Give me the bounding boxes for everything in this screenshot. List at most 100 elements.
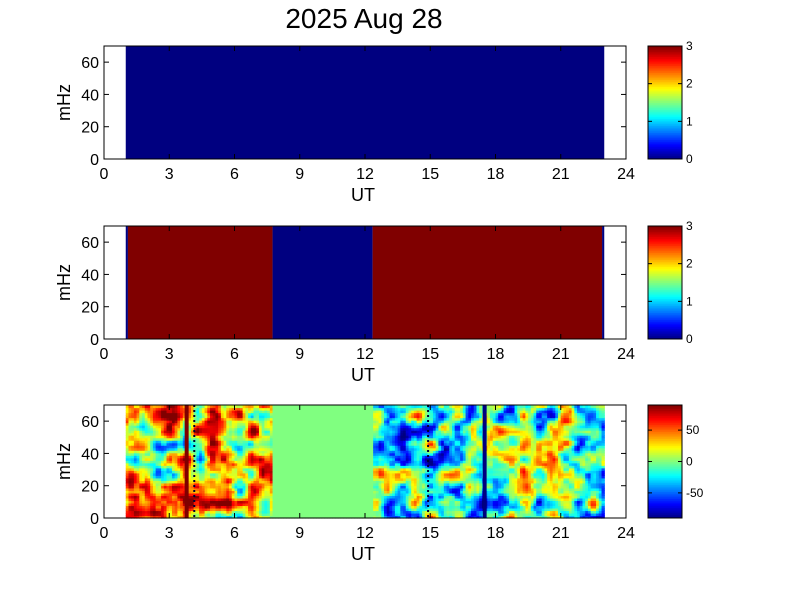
- heatmap-cell: [340, 452, 344, 456]
- heatmap-cell: [142, 462, 146, 466]
- heatmap-cell: [378, 515, 382, 519]
- heatmap-cell: [288, 410, 293, 414]
- heatmap-cell: [256, 457, 260, 461]
- heatmap-cell: [152, 500, 157, 504]
- heatmap-cell: [231, 457, 236, 461]
- heatmap-cell: [207, 507, 211, 512]
- heatmap-cell: [231, 437, 236, 441]
- heatmap-cell: [302, 430, 306, 434]
- heatmap-cell: [359, 422, 363, 426]
- heatmap-cell: [326, 445, 331, 449]
- heatmap-cell: [182, 505, 187, 509]
- heatmap-cell: [242, 430, 246, 434]
- heatmap-cell: [307, 512, 312, 517]
- heatmap-cell: [389, 407, 393, 411]
- heatmap-cell: [188, 465, 192, 469]
- heatmap-cell: [359, 497, 363, 502]
- heatmap-cell: [161, 447, 165, 451]
- heatmap-cell: [313, 487, 317, 491]
- heatmap-cell: [256, 445, 260, 449]
- heatmap-cell: [286, 422, 290, 426]
- heatmap-cell: [147, 507, 151, 512]
- heatmap-cell: [411, 507, 415, 512]
- heatmap-cell: [196, 422, 200, 426]
- heatmap-cell: [313, 512, 317, 517]
- heatmap-cell: [248, 505, 252, 509]
- heatmap-cell: [212, 447, 217, 451]
- heatmap-cell: [384, 447, 388, 451]
- heatmap-cell: [365, 452, 369, 456]
- heatmap-cell: [405, 480, 410, 484]
- heatmap-cell: [180, 410, 184, 414]
- heatmap-cell: [291, 460, 295, 464]
- heatmap-cell: [174, 420, 179, 424]
- heatmap-cell: [365, 500, 369, 504]
- heatmap-cell: [125, 487, 130, 491]
- heatmap-cell: [204, 415, 208, 419]
- heatmap-cell: [250, 485, 255, 489]
- heatmap-cell: [375, 465, 380, 469]
- heatmap-cell: [305, 450, 309, 454]
- heatmap-cell: [389, 465, 393, 469]
- heatmap-cell: [351, 442, 355, 446]
- heatmap-cell: [150, 490, 154, 494]
- heatmap-cell: [411, 482, 415, 486]
- heatmap-cell: [389, 477, 393, 481]
- heatmap-cell: [280, 405, 285, 409]
- heatmap-cell: [299, 472, 304, 476]
- heatmap-cell: [373, 512, 377, 517]
- heatmap-cell: [226, 472, 230, 476]
- heatmap-cell: [307, 420, 312, 424]
- heatmap-cell: [294, 500, 298, 504]
- heatmap-cell: [177, 442, 181, 446]
- heatmap-cell: [408, 457, 412, 461]
- heatmap-cell: [299, 462, 304, 466]
- heatmap-cell: [375, 420, 380, 424]
- heatmap-cell: [128, 420, 132, 424]
- heatmap-cell: [174, 407, 179, 411]
- heatmap-cell: [411, 510, 415, 514]
- heatmap-cell: [348, 490, 353, 494]
- heatmap-cell: [166, 477, 170, 481]
- heatmap-cell: [207, 455, 211, 459]
- colorbar-swatch: [648, 143, 682, 146]
- heatmap-cell: [250, 477, 255, 481]
- heatmap-cell: [318, 485, 323, 489]
- heatmap-cell: [166, 432, 170, 436]
- heatmap-cell: [231, 407, 236, 411]
- heatmap-cell: [169, 465, 173, 469]
- heatmap-cell: [242, 405, 246, 409]
- heatmap-cell: [253, 457, 257, 461]
- heatmap-cell: [389, 467, 393, 471]
- heatmap-cell: [169, 445, 173, 449]
- heatmap-cell: [386, 467, 391, 471]
- heatmap-cell: [275, 460, 279, 464]
- heatmap-cell: [174, 465, 179, 469]
- heatmap-cell: [155, 497, 159, 502]
- heatmap-cell: [373, 480, 377, 484]
- heatmap-cell: [215, 420, 219, 424]
- heatmap-cell: [256, 407, 260, 411]
- heatmap-cell: [280, 480, 285, 484]
- heatmap-cell: [275, 432, 279, 436]
- heatmap-cell: [226, 420, 230, 424]
- heatmap-cell: [367, 470, 372, 474]
- heatmap-cell: [305, 422, 309, 426]
- heatmap-cell: [166, 452, 170, 456]
- heatmap-cell: [158, 425, 162, 429]
- heatmap-cell: [163, 442, 168, 446]
- heatmap-cell: [245, 442, 249, 446]
- heatmap-cell: [288, 420, 293, 424]
- heatmap-cell: [408, 447, 412, 451]
- heatmap-cell: [147, 430, 151, 434]
- heatmap-cell: [405, 500, 410, 504]
- heatmap-cell: [394, 422, 399, 426]
- heatmap-cell: [310, 425, 314, 429]
- y-tick-label: 40: [81, 267, 99, 284]
- heatmap-cell: [182, 430, 187, 434]
- heatmap-cell: [283, 485, 287, 489]
- heatmap-cell: [389, 485, 393, 489]
- heatmap-cell: [169, 455, 173, 459]
- heatmap-cell: [174, 497, 179, 502]
- heatmap-cell: [329, 472, 333, 476]
